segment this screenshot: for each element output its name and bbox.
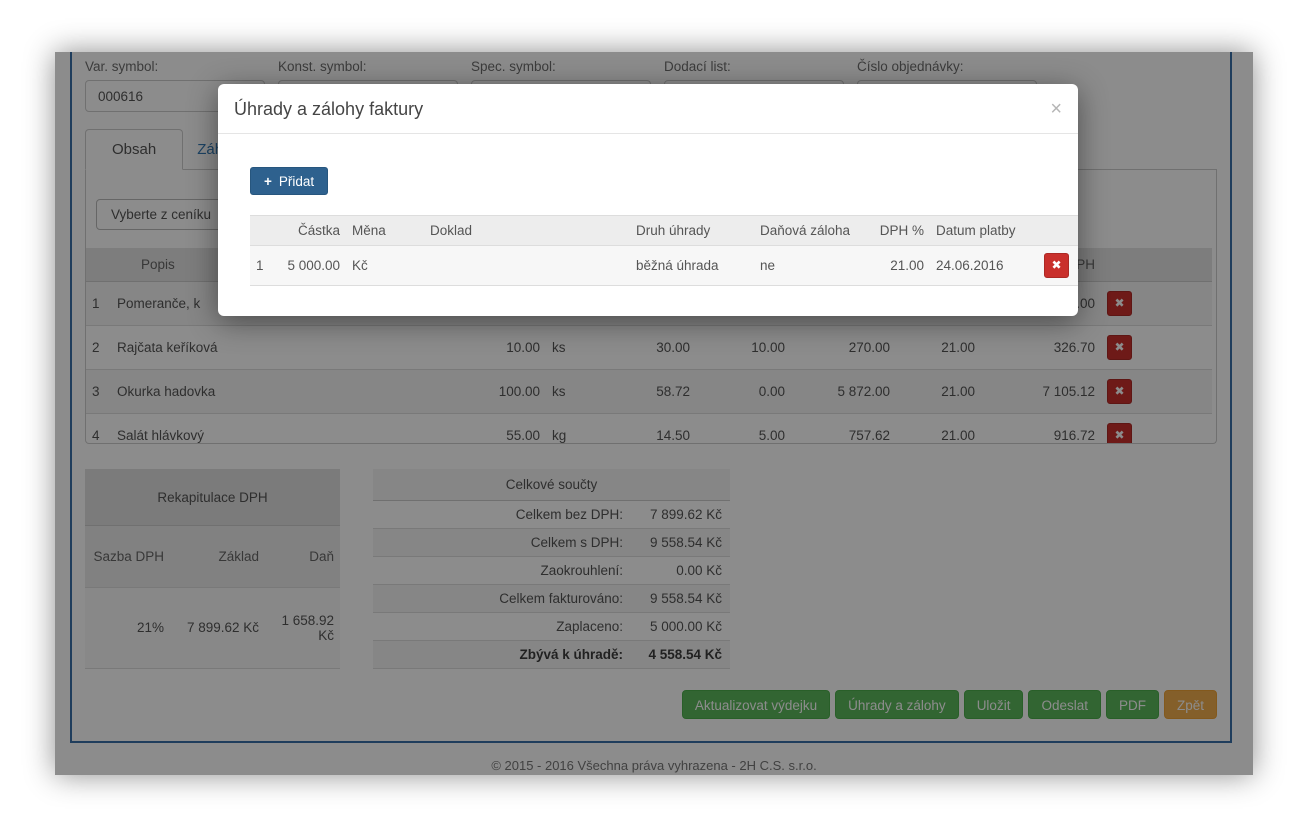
- totals-row: Zaokrouhlení: 0.00 Kč: [373, 556, 731, 585]
- payments-modal: × Úhrady a zálohy faktury + Přidat Částka…: [218, 84, 1078, 316]
- vat-recap-row: 21% 7 899.62 Kč 1 658.92 Kč: [85, 587, 341, 670]
- table-row: 3 Okurka hadovka 100.00 ks 58.72 0.00 5 …: [86, 369, 1212, 414]
- payments-header-row: Částka Měna Doklad Druh úhrady Daňová zá…: [250, 215, 1078, 246]
- payment-date: 24.06.2016: [930, 245, 1038, 286]
- delete-row-button[interactable]: ✖: [1107, 335, 1132, 360]
- totals-row: Celkem fakturováno: 9 558.54 Kč: [373, 584, 731, 613]
- delete-icon: ✖: [1114, 428, 1125, 442]
- delete-icon: ✖: [1114, 384, 1125, 398]
- summary-section: Rekapitulace DPH Sazba DPH Základ Daň 21…: [85, 469, 1217, 670]
- vat-recap-title: Rekapitulace DPH: [85, 469, 341, 527]
- payment-currency: Kč: [346, 245, 424, 286]
- item-popis: Okurka hadovka: [111, 369, 480, 414]
- totals-row-remaining: Zbývá k úhradě: 4 558.54 Kč: [373, 640, 731, 669]
- payment-tax-advance: ne: [754, 245, 870, 286]
- totals-table: Celkové součty Celkem bez DPH: 7 899.62 …: [373, 469, 731, 669]
- delete-row-button[interactable]: ✖: [1107, 379, 1132, 404]
- spec-symbol-label: Spec. symbol:: [471, 59, 556, 74]
- modal-body: + Přidat Částka Měna Doklad Druh úhrady D…: [218, 134, 1078, 316]
- modal-title: Úhrady a zálohy faktury: [234, 99, 424, 119]
- vat-recap-table: Rekapitulace DPH Sazba DPH Základ Daň 21…: [85, 469, 341, 670]
- plus-icon: +: [264, 173, 272, 189]
- add-payment-button[interactable]: + Přidat: [250, 167, 329, 195]
- payment-amount: 5 000.00: [278, 245, 346, 286]
- dodaci-list-label: Dodací list:: [664, 59, 731, 74]
- item-popis: Salát hlávkový: [111, 413, 480, 443]
- pricelist-select-button[interactable]: Vyberte z ceníku: [96, 199, 227, 230]
- action-buttons-bar: Aktualizovat výdejku Úhrady a zálohy Ulo…: [85, 690, 1217, 719]
- delete-row-button[interactable]: ✖: [1107, 423, 1132, 443]
- modal-header: × Úhrady a zálohy faktury: [218, 84, 1078, 134]
- totals-row: Celkem bez DPH: 7 899.62 Kč: [373, 500, 731, 529]
- payments-advances-button[interactable]: Úhrady a zálohy: [835, 690, 959, 719]
- totals-row: Celkem s DPH: 9 558.54 Kč: [373, 528, 731, 557]
- payment-vat: 21.00: [870, 245, 930, 286]
- delete-row-button[interactable]: ✖: [1107, 291, 1132, 316]
- table-row: 4 Salát hlávkový 55.00 kg 14.50 5.00 757…: [86, 413, 1212, 443]
- copyright-footer: © 2015 - 2016 Všechna práva vyhrazena - …: [491, 758, 817, 773]
- table-row: 2 Rajčata keříková 10.00 ks 30.00 10.00 …: [86, 325, 1212, 370]
- konst-symbol-label: Konst. symbol:: [278, 59, 367, 74]
- totals-title: Celkové součty: [373, 469, 731, 501]
- delete-icon: ✖: [1114, 340, 1125, 354]
- close-icon[interactable]: ×: [1050, 98, 1062, 120]
- pdf-button[interactable]: PDF: [1105, 690, 1159, 719]
- save-button[interactable]: Uložit: [963, 690, 1024, 719]
- back-button[interactable]: Zpět: [1163, 690, 1217, 719]
- item-popis: Rajčata keříková: [111, 325, 480, 370]
- payment-type: běžná úhrada: [630, 245, 754, 286]
- cislo-objednavky-label: Číslo objednávky:: [857, 59, 964, 74]
- totals-row: Zaplaceno: 5 000.00 Kč: [373, 612, 731, 641]
- delete-icon: ✖: [1051, 258, 1062, 272]
- tab-obsah[interactable]: Obsah: [85, 129, 184, 170]
- payment-row: 1 5 000.00 Kč běžná úhrada ne 21.00 24.0…: [250, 245, 1078, 286]
- invoice-items-panel: Vyberte z ceníku Popis PH: [85, 170, 1217, 444]
- var-symbol-label: Var. symbol:: [85, 59, 159, 74]
- delete-payment-button[interactable]: ✖: [1044, 253, 1069, 278]
- payments-table: Částka Měna Doklad Druh úhrady Daňová zá…: [250, 215, 1078, 286]
- delete-icon: ✖: [1114, 296, 1125, 310]
- payment-document: [424, 245, 630, 286]
- invoice-items-table: Popis PH 1 Pomeranče, k: [86, 248, 1212, 443]
- update-issue-slip-button[interactable]: Aktualizovat výdejku: [681, 690, 831, 719]
- browser-viewport: Var. symbol: Konst. symbol: Spec. symbol…: [55, 52, 1253, 775]
- send-button[interactable]: Odeslat: [1028, 690, 1101, 719]
